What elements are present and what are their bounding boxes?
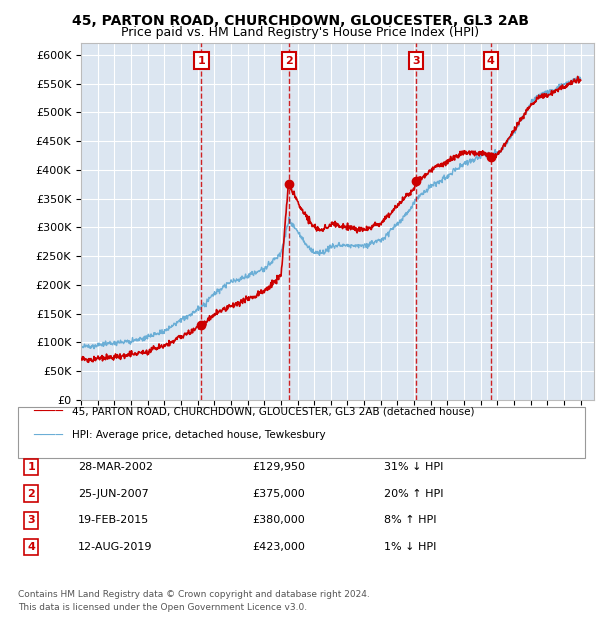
Text: 19-FEB-2015: 19-FEB-2015 — [78, 515, 149, 525]
Text: 2: 2 — [285, 56, 293, 66]
Text: 20% ↑ HPI: 20% ↑ HPI — [384, 489, 443, 498]
Text: 45, PARTON ROAD, CHURCHDOWN, GLOUCESTER, GL3 2AB (detached house): 45, PARTON ROAD, CHURCHDOWN, GLOUCESTER,… — [72, 407, 475, 417]
Text: Contains HM Land Registry data © Crown copyright and database right 2024.
This d: Contains HM Land Registry data © Crown c… — [18, 590, 370, 612]
Text: 25-JUN-2007: 25-JUN-2007 — [78, 489, 149, 498]
Text: 1: 1 — [28, 462, 35, 472]
Text: £375,000: £375,000 — [252, 489, 305, 498]
Text: 1% ↓ HPI: 1% ↓ HPI — [384, 542, 436, 552]
Text: 1: 1 — [197, 56, 205, 66]
Text: 2: 2 — [28, 489, 35, 498]
Text: HPI: Average price, detached house, Tewkesbury: HPI: Average price, detached house, Tewk… — [72, 430, 326, 440]
Text: 31% ↓ HPI: 31% ↓ HPI — [384, 462, 443, 472]
Text: ────: ──── — [33, 405, 63, 418]
Text: 45, PARTON ROAD, CHURCHDOWN, GLOUCESTER, GL3 2AB: 45, PARTON ROAD, CHURCHDOWN, GLOUCESTER,… — [71, 14, 529, 28]
Text: £129,950: £129,950 — [252, 462, 305, 472]
Text: 4: 4 — [27, 542, 35, 552]
Text: ────: ──── — [33, 429, 63, 441]
Text: 4: 4 — [487, 56, 495, 66]
Text: Price paid vs. HM Land Registry's House Price Index (HPI): Price paid vs. HM Land Registry's House … — [121, 26, 479, 39]
Text: 3: 3 — [28, 515, 35, 525]
Text: 12-AUG-2019: 12-AUG-2019 — [78, 542, 152, 552]
Text: £380,000: £380,000 — [252, 515, 305, 525]
Text: 28-MAR-2002: 28-MAR-2002 — [78, 462, 153, 472]
Text: £423,000: £423,000 — [252, 542, 305, 552]
Text: 8% ↑ HPI: 8% ↑ HPI — [384, 515, 437, 525]
Text: 3: 3 — [412, 56, 420, 66]
